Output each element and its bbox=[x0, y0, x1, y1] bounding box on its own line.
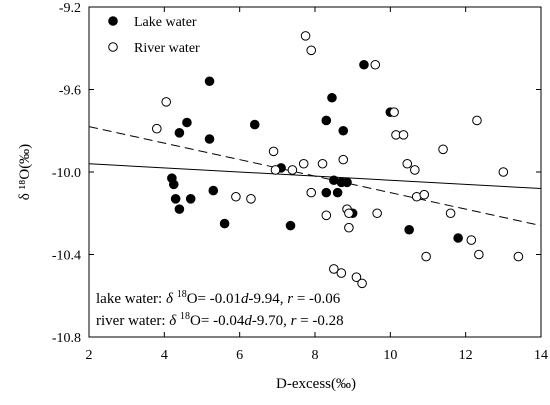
y-tick-label: -9.2 bbox=[59, 1, 81, 16]
x-tick-label: 2 bbox=[86, 348, 93, 363]
river-water-point bbox=[398, 130, 409, 140]
river-water-point bbox=[152, 123, 162, 134]
river-water-point bbox=[246, 194, 256, 204]
river-water-point bbox=[372, 208, 382, 219]
river-water-point bbox=[321, 210, 332, 221]
y-tick-label: -10.8 bbox=[52, 331, 81, 346]
lake-water-point bbox=[168, 179, 179, 190]
axis-ticks: 2 4 6 8 10 12 14 -9.2 -9.6 -10.0 -10.4 -10.8 bbox=[52, 1, 548, 363]
legend-marker-river bbox=[108, 42, 118, 52]
lake-water-point bbox=[219, 218, 230, 229]
river-water-point bbox=[300, 31, 311, 41]
x-tick-label: 10 bbox=[383, 348, 397, 363]
river-water-point bbox=[161, 97, 172, 107]
x-tick-label: 6 bbox=[236, 348, 243, 363]
x-axis-title: D-excess(‰) bbox=[276, 376, 356, 392]
river-water-point bbox=[344, 208, 354, 219]
x-tick-label: 14 bbox=[534, 348, 548, 363]
river-water-point bbox=[410, 165, 420, 175]
lake-water-point bbox=[185, 194, 196, 204]
river-water-point bbox=[421, 251, 431, 262]
y-axis-title: δ ¹⁸O(‰) bbox=[17, 144, 33, 200]
legend-label-lake: Lake water bbox=[134, 15, 197, 30]
lake-water-point bbox=[174, 204, 185, 214]
y-tick-label: -10.4 bbox=[52, 249, 81, 264]
river-water-point bbox=[402, 158, 413, 169]
y-tick-label: -9.6 bbox=[59, 84, 81, 99]
lake-water-point bbox=[321, 115, 332, 126]
river-water-point bbox=[338, 154, 349, 165]
lake-water-point bbox=[321, 187, 332, 198]
river-water-point bbox=[445, 208, 456, 219]
river-water-point bbox=[389, 107, 399, 117]
river-regression-equation: river water: δ 18O= -0.04d-9.70, r = -0.… bbox=[96, 311, 344, 329]
x-tick-label: 12 bbox=[459, 348, 473, 363]
x-tick-label: 8 bbox=[312, 348, 319, 363]
fit-lines bbox=[88, 126, 542, 227]
lake-water-point bbox=[208, 185, 219, 196]
river-water-point bbox=[419, 189, 430, 200]
river-water-point bbox=[513, 251, 524, 262]
river-water-point bbox=[306, 187, 317, 198]
river-water-point bbox=[270, 165, 281, 175]
legend-marker-lake bbox=[108, 16, 118, 26]
plot-frame bbox=[88, 6, 542, 338]
river-water-point bbox=[472, 115, 482, 126]
river-water-point bbox=[370, 59, 381, 70]
lake-water-point bbox=[170, 194, 181, 204]
river-water-point bbox=[287, 165, 298, 175]
river-water-point bbox=[298, 158, 309, 169]
river-water-point bbox=[329, 264, 339, 274]
lake-water-point bbox=[332, 187, 343, 198]
y-tick-label: -10.0 bbox=[52, 166, 81, 181]
river-water-point bbox=[306, 45, 317, 56]
lake-water-point bbox=[404, 224, 414, 235]
x-tick-label: 4 bbox=[161, 348, 168, 363]
data-points bbox=[152, 31, 524, 289]
river-water-point bbox=[268, 146, 279, 157]
lake-water-point bbox=[342, 177, 352, 188]
river-water-point bbox=[231, 191, 241, 202]
lake-water-point bbox=[338, 125, 349, 136]
river-water-point bbox=[351, 272, 362, 282]
lake-water-point bbox=[204, 134, 215, 144]
river-water-point bbox=[336, 268, 347, 278]
legend: Lake water River water bbox=[108, 15, 200, 56]
lake-water-point bbox=[182, 117, 192, 128]
lake-water-point bbox=[204, 76, 215, 87]
river-water-point bbox=[317, 158, 328, 169]
river-fit-line bbox=[88, 126, 542, 227]
lake-water-point bbox=[359, 59, 369, 70]
river-water-point bbox=[344, 222, 354, 233]
river-water-point bbox=[474, 249, 484, 260]
lake-water-point bbox=[453, 233, 463, 243]
river-water-point bbox=[357, 278, 367, 289]
river-water-point bbox=[498, 167, 509, 177]
lake-water-point bbox=[285, 220, 296, 231]
river-water-point bbox=[438, 144, 448, 155]
river-water-point bbox=[466, 235, 477, 245]
legend-label-river: River water bbox=[134, 41, 200, 56]
lake-water-point bbox=[249, 119, 260, 130]
lake-water-point bbox=[327, 92, 337, 103]
lake-water-point bbox=[174, 128, 185, 138]
lake-regression-equation: lake water: δ 18O= -0.01d-9.94, r = -0.0… bbox=[96, 289, 341, 307]
